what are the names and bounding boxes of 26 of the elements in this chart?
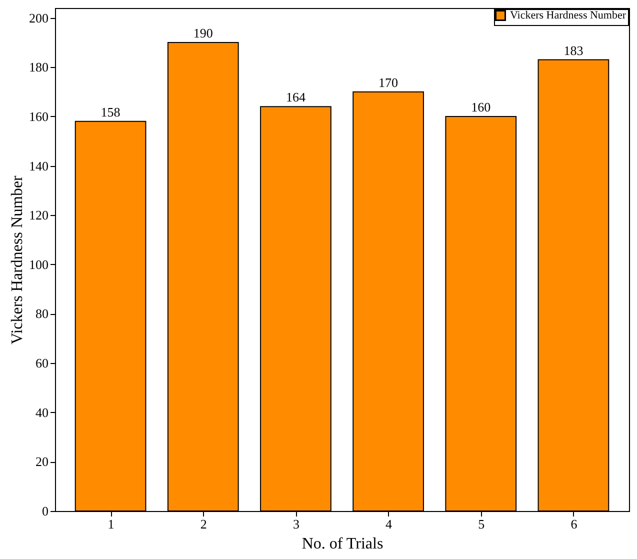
data-label: 190 — [193, 26, 213, 41]
y-axis-title: Vickers Hardness Number — [9, 174, 26, 344]
x-tick-label: 4 — [386, 516, 393, 532]
y-tick-label: 40 — [36, 404, 48, 420]
x-tick-label: 5 — [478, 516, 485, 532]
x-tick-label: 1 — [108, 516, 114, 532]
data-label: 158 — [100, 104, 120, 120]
y-tick-label: 160 — [29, 108, 48, 124]
data-label: 170 — [378, 74, 398, 90]
data-label: 183 — [564, 42, 584, 58]
legend-label: Vickers Hardness Number — [510, 10, 626, 22]
y-tick-label: 120 — [29, 208, 48, 223]
x-tick-label: 6 — [570, 516, 578, 532]
x-tick-label: 2 — [200, 516, 207, 532]
x-tick-label: 3 — [292, 516, 300, 532]
y-tick-label: 100 — [29, 256, 48, 272]
data-label: 160 — [471, 99, 491, 114]
y-tick-label: 200 — [29, 10, 48, 26]
y-tick-label: 20 — [36, 454, 48, 470]
y-tick-label: 80 — [36, 306, 48, 322]
y-tick-label: 60 — [36, 356, 48, 371]
x-axis-title: No. of Trials — [302, 536, 384, 552]
y-tick-label: 180 — [29, 60, 48, 75]
y-tick-label: 140 — [29, 158, 48, 174]
data-label: 164 — [286, 90, 306, 105]
y-tick-label: 0 — [42, 504, 48, 518]
